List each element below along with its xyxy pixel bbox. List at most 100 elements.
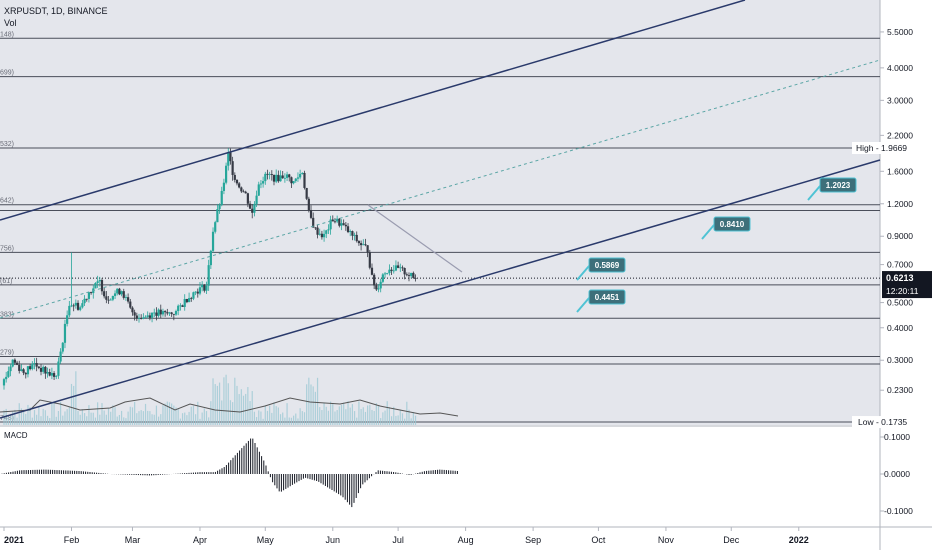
volume-bar [406,401,408,425]
candle-body [94,283,97,289]
candle-body [57,361,60,376]
candle-body [187,298,191,303]
chart-header: XRPUSDT, 1D, BINANCE Vol [4,5,108,29]
volume-bar [166,401,168,425]
candle-body [392,270,395,272]
candle-body [248,203,252,209]
candle-body [318,233,321,235]
candle-body [196,291,199,294]
candle-body [272,174,276,182]
volume-bar [214,384,216,425]
candle-body [72,305,75,307]
candle-body [386,273,389,274]
candle-body [109,299,112,301]
candle-body [229,152,232,162]
candle-body [397,265,400,268]
volume-bar [216,385,218,425]
volume-bar [238,394,240,425]
volume-bar [192,405,195,425]
callout-box [588,289,626,305]
volume-bar [103,410,105,425]
candle-body [240,187,243,192]
candle-body [336,218,339,222]
time-tick-label: Dec [723,535,740,545]
volume-bar [316,377,319,425]
candle-body [113,293,117,296]
volume-bar [262,418,264,425]
volume-bar [245,393,247,425]
time-axis-bg [0,527,932,550]
volume-bar [380,418,382,425]
candle-body [172,313,175,315]
volume-indicator-label[interactable]: Vol [4,18,17,28]
volume-bar [9,414,12,425]
volume-bar [390,416,393,425]
candle-body [281,175,284,179]
candle-body [61,342,64,352]
volume-bar [410,418,412,425]
candle-body [244,191,247,194]
volume-bar [107,408,110,425]
volume-bar [297,418,299,425]
volume-bar [275,406,277,425]
candle-body [46,372,49,374]
candle-body [246,193,249,204]
candle-body [301,172,304,174]
volume-bar [127,411,129,425]
volume-bar [247,387,249,425]
callout-pointer [807,185,821,201]
candle-body [316,227,319,235]
macd-tick-label: -0.1000 [884,506,913,516]
callout-box [819,177,857,193]
level-label: 383) [0,311,14,318]
time-tick-label: Nov [658,535,675,545]
volume-bar [260,411,262,425]
volume-bar [225,374,227,425]
volume-bar [55,416,57,425]
volume-bar [373,411,375,425]
price-tick-label: 0.9000 [887,231,913,241]
volume-bar [314,391,316,425]
time-tick-label: Feb [64,535,80,545]
candle-body [76,302,80,310]
volume-bar [114,407,116,425]
volume-bar [188,411,190,425]
candle-body [120,291,123,295]
candle-body [288,174,291,178]
candle-body [368,252,371,268]
candle-body [383,273,387,275]
price-tick-label: 4.0000 [887,63,913,73]
volume-bar [88,405,90,425]
candle-body [357,241,361,244]
candle-body [52,373,56,377]
volume-bar [197,401,199,425]
candle-body [325,230,328,234]
price-tick-label: 0.3000 [887,355,913,365]
volume-bar [282,412,284,425]
candle-body [412,272,415,278]
callout-pointer [576,265,590,281]
high-marker-label: High - 1.9669 [856,143,907,153]
volume-bar [277,407,279,425]
candle-body [312,217,315,228]
volume-bar [120,410,123,425]
current-price-label: 0.6213 [886,273,914,283]
volume-bar [388,407,391,425]
volume-bar [29,407,31,425]
candle-body [410,272,413,277]
candle-body [140,318,143,319]
candle-body [283,177,286,179]
symbol-title[interactable]: XRPUSDT, 1D, BINANCE [4,6,108,16]
candle-body [174,311,178,315]
volume-bar [299,408,301,425]
candle-body [168,312,171,314]
candle-body [22,369,25,373]
candle-body [279,175,282,182]
candle-body [275,174,278,182]
candle-body [55,375,58,377]
time-tick-label: Sep [525,535,541,545]
time-tick-label: Jun [326,535,341,545]
volume-bar [229,400,232,425]
candle-body [111,295,114,300]
